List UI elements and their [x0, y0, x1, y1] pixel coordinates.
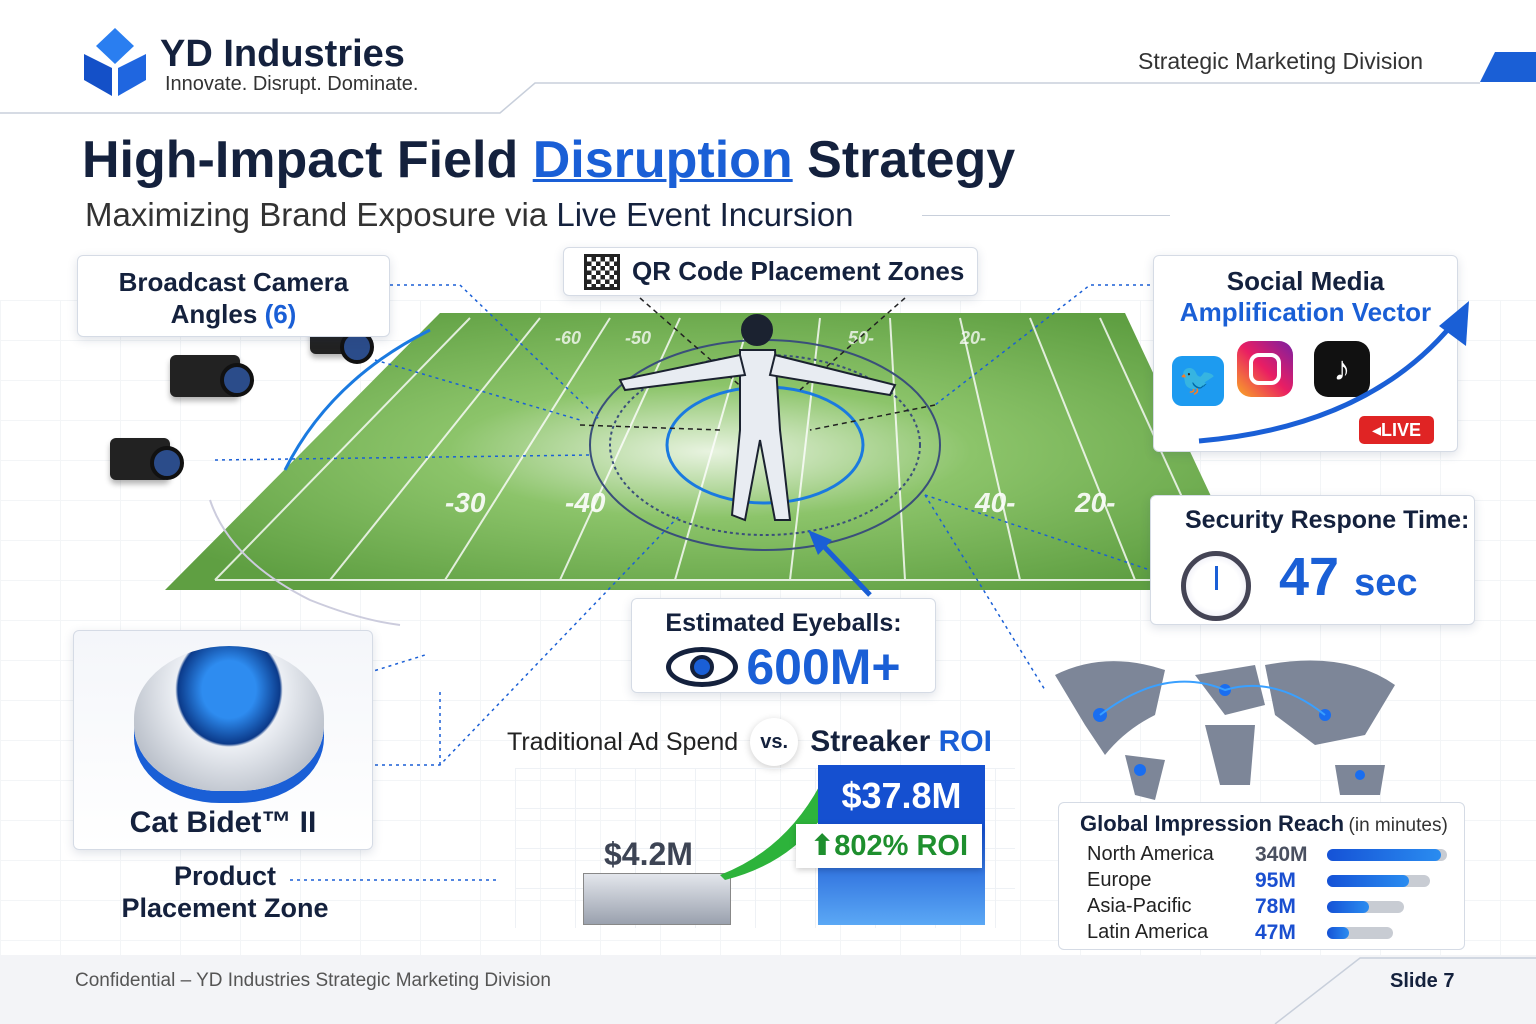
tiktok-icon: ♪	[1314, 341, 1370, 397]
yard-label: 40-	[974, 487, 1015, 518]
traditional-value: $4.2M	[604, 836, 693, 872]
instagram-icon	[1237, 341, 1293, 397]
title-highlight: Disruption	[532, 131, 793, 189]
subtitle-bold: Live Event Incursion	[556, 196, 854, 233]
world-map	[1055, 660, 1395, 800]
roi-percent: 802% ROI	[834, 830, 969, 862]
yard-label: 50-	[848, 328, 874, 348]
camera-icon	[170, 355, 254, 397]
traditional-bar	[583, 873, 731, 925]
reach-bar	[1327, 875, 1430, 887]
reach-value: 340M	[1255, 843, 1308, 866]
security-unit: sec	[1354, 562, 1418, 604]
footer-divider	[1274, 957, 1536, 1024]
broadcast-camera-callout: Broadcast Camera Angles (6)	[77, 255, 390, 337]
camera-icon	[110, 438, 184, 480]
reach-title: Global Impression Reach	[1080, 811, 1345, 836]
title-part1: High-Impact Field	[82, 131, 519, 189]
reach-region: North America	[1087, 843, 1214, 865]
up-arrow-icon: ⬆	[809, 830, 835, 862]
live-badge: ◂LIVE	[1359, 416, 1434, 444]
page-title: High-Impact Field Disruption Strategy	[82, 130, 1015, 190]
security-number: 47	[1279, 547, 1340, 607]
zone-line2: Placement Zone	[121, 893, 329, 923]
camera-callout-line1: Broadcast Camera	[118, 267, 349, 297]
yard-label: -30	[445, 487, 486, 518]
roi-highlight: ROI	[938, 725, 992, 758]
growth-arrow-icon	[1198, 301, 1469, 444]
yard-label: -60	[555, 328, 581, 348]
title-part2: Strategy	[807, 131, 1016, 189]
reach-region: Europe	[1087, 869, 1152, 891]
streaker-value: $37.8M	[841, 775, 962, 816]
social-line2: Amplification Vector	[1179, 297, 1432, 327]
division-label: Strategic Marketing Division	[1138, 48, 1424, 74]
subtitle-rule	[922, 215, 1170, 216]
reach-region: Latin America	[1087, 921, 1209, 943]
reach-bar	[1327, 901, 1404, 913]
reach-bar	[1327, 849, 1447, 861]
traditional-label: Traditional Ad Spend	[507, 727, 739, 756]
company-name: YD Industries	[160, 33, 405, 75]
subtitle-plain: Maximizing Brand Exposure via	[85, 196, 548, 233]
security-response-callout: Security Respone Time: 47 sec	[1150, 495, 1475, 625]
vs-badge: vs.	[750, 718, 799, 766]
product-callout: Cat Bidet™ II	[73, 630, 373, 850]
stopwatch-icon	[1181, 551, 1251, 621]
reach-bar	[1327, 927, 1393, 939]
cat-bidet-image	[134, 646, 324, 791]
tagline: Innovate. Disrupt. Dominate.	[165, 73, 419, 95]
eyeballs-callout: Estimated Eyeballs: 600M+	[631, 598, 936, 695]
roi-heading: Traditional Ad Spend vs. Streaker ROI	[507, 718, 992, 766]
qr-code-callout: QR Code Placement Zones	[563, 247, 978, 296]
eyeballs-label: Estimated Eyeballs:	[665, 609, 902, 637]
eye-icon	[666, 647, 739, 687]
eyeballs-value: 600M+	[746, 639, 901, 695]
qr-code-icon	[584, 253, 620, 290]
player-figure	[618, 314, 897, 522]
yard-label: -50	[625, 328, 651, 348]
security-value: 47 sec	[1279, 546, 1418, 608]
roi-badge: ⬆802% ROI	[796, 824, 982, 868]
reach-value: 95M	[1255, 869, 1296, 892]
header-rule	[0, 52, 1536, 114]
logo-icon	[82, 28, 148, 96]
yard-label: -40	[565, 487, 606, 518]
yard-label: 20-	[1074, 487, 1115, 518]
product-zone-label: Product Placement Zone	[105, 860, 345, 924]
global-reach-panel: Global Impression Reach (in minutes) Nor…	[1058, 802, 1465, 950]
social-media-callout: Social Media Amplification Vector 🐦 ♪ ◂L…	[1153, 255, 1469, 452]
reach-value: 47M	[1255, 921, 1296, 944]
footer	[0, 955, 1536, 1024]
footer-confidential: Confidential – YD Industries Strategic M…	[75, 970, 551, 991]
qr-label: QR Code Placement Zones	[632, 256, 965, 286]
social-line1: Social Media	[1226, 266, 1385, 296]
twitter-icon: 🐦	[1172, 356, 1224, 406]
camera-count: (6)	[264, 299, 297, 329]
page-subtitle: Maximizing Brand Exposure via Live Event…	[85, 196, 854, 234]
reach-unit: (in minutes)	[1348, 815, 1448, 836]
camera-callout-line2: Angles	[170, 299, 258, 329]
slide-number: Slide 7	[1390, 970, 1455, 992]
reach-region: Asia-Pacific	[1087, 895, 1192, 917]
zone-line1: Product	[173, 861, 276, 891]
live-label: LIVE	[1381, 420, 1422, 440]
security-label: Security Respone Time:	[1185, 506, 1470, 534]
product-name: Cat Bidet™ II	[129, 806, 317, 839]
yard-label: 20-	[959, 328, 986, 348]
reach-value: 78M	[1255, 895, 1296, 918]
streaker-label: Streaker	[810, 725, 931, 758]
